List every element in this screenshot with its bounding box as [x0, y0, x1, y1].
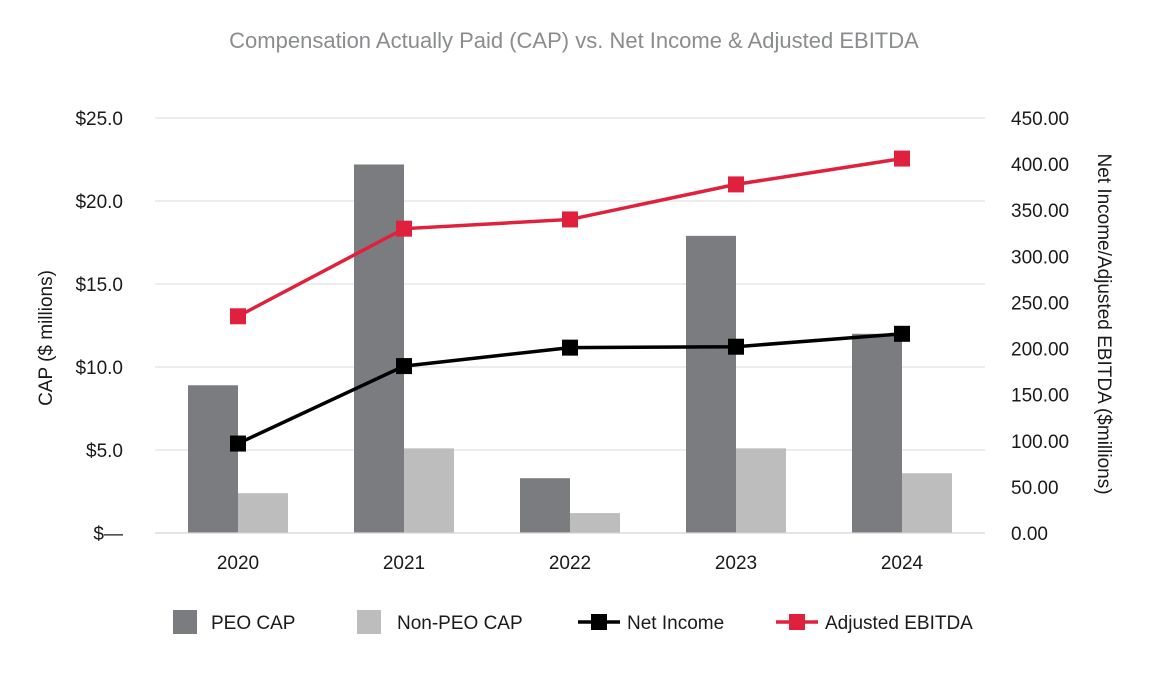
peo-cap-bar — [852, 333, 902, 533]
lines — [230, 150, 910, 452]
net-income-marker — [894, 325, 910, 342]
left-tick-label: $25.0 — [75, 109, 123, 130]
legend: PEO CAP Non-PEO CAP Net Income Adjusted EBI… — [173, 610, 973, 634]
peo-cap-bar — [188, 385, 238, 533]
net-income-legend-label: Net Income — [627, 613, 724, 634]
axes: $— $5.0 $10.0 $15.0 $20.0 $25.0 0.00 50.00 100.0… — [75, 109, 1069, 574]
adjusted-ebitda-marker — [562, 211, 578, 228]
left-tick-label: $10.0 — [75, 358, 123, 379]
right-tick-label: 400.00 — [1011, 155, 1069, 176]
peo-cap-bar — [686, 235, 736, 534]
x-tick-label: 2024 — [881, 553, 924, 574]
right-tick-label: 250.00 — [1011, 293, 1069, 314]
right-axis-title: Net Income/Adjusted EBITDA ($millions) — [1093, 153, 1114, 494]
chart-title: Compensation Actually Paid (CAP) vs. Net… — [229, 28, 919, 53]
right-tick-label: 150.00 — [1011, 386, 1069, 407]
non-peo-cap-bar — [902, 473, 952, 533]
right-tick-label: 200.00 — [1011, 340, 1069, 361]
right-tick-label: 0.00 — [1011, 524, 1048, 545]
left-tick-label: $5.0 — [86, 441, 123, 462]
gridlines — [155, 117, 985, 451]
adjusted-ebitda-legend-label: Adjusted EBITDA — [825, 613, 973, 634]
left-axis-title: CAP ($ millions) — [36, 270, 57, 406]
non-peo-cap-bar — [570, 513, 620, 533]
peo-cap-bar — [520, 478, 570, 533]
right-tick-label: 50.00 — [1011, 478, 1059, 499]
non-peo-cap-bar — [238, 493, 288, 533]
non-peo-cap-legend-label: Non-PEO CAP — [397, 613, 523, 634]
x-tick-label: 2023 — [715, 553, 757, 574]
x-tick-label: 2020 — [217, 553, 259, 574]
net-income-marker — [230, 435, 246, 452]
net-income-marker — [396, 358, 412, 375]
x-tick-label: 2021 — [383, 553, 425, 574]
right-tick-label: 350.00 — [1011, 201, 1069, 222]
non-peo-cap-legend-swatch — [357, 610, 381, 634]
adjusted-ebitda-marker — [894, 150, 910, 167]
peo-cap-legend-swatch — [173, 610, 197, 634]
net-income-marker — [728, 338, 744, 355]
adjusted-ebitda-line — [237, 156, 903, 318]
right-tick-label: 100.00 — [1011, 432, 1069, 453]
adjusted-ebitda-marker — [728, 176, 744, 193]
left-tick-label: $15.0 — [75, 275, 123, 296]
net-income-legend-marker — [591, 614, 607, 630]
adjusted-ebitda-marker — [396, 220, 412, 237]
left-tick-label: $— — [93, 524, 123, 545]
adjusted-ebitda-marker — [230, 308, 246, 325]
peo-cap-bar — [354, 164, 404, 534]
non-peo-cap-bar — [404, 448, 454, 533]
adjusted-ebitda-legend-marker — [789, 614, 805, 630]
right-tick-label: 450.00 — [1011, 109, 1069, 130]
non-peo-cap-bar — [736, 448, 786, 533]
peo-cap-legend-label: PEO CAP — [211, 613, 295, 634]
net-income-marker — [562, 339, 578, 356]
x-tick-label: 2022 — [549, 553, 591, 574]
left-tick-label: $20.0 — [75, 192, 123, 213]
right-tick-label: 300.00 — [1011, 247, 1069, 268]
bars — [188, 164, 952, 534]
